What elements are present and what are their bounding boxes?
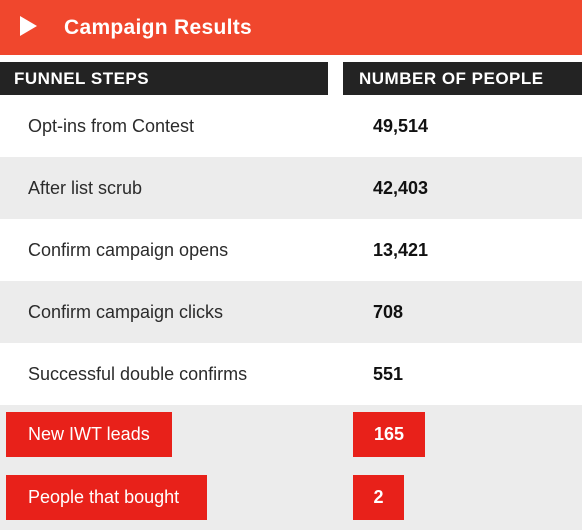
funnel-step-label: Confirm campaign opens xyxy=(28,240,229,260)
table-row: Opt-ins from Contest 49,514 xyxy=(0,95,582,157)
play-icon xyxy=(20,16,37,36)
funnel-step-label: After list scrub xyxy=(28,178,143,198)
page-title: Campaign Results xyxy=(64,16,253,39)
highlight-people-count: 2 xyxy=(353,475,404,520)
people-count: 42,403 xyxy=(373,178,429,198)
table-row: Confirm campaign opens 13,421 xyxy=(0,219,582,281)
funnel-step-label: Successful double confirms xyxy=(28,364,248,384)
column-header-number-of-people: NUMBER OF PEOPLE xyxy=(343,62,582,95)
table-row: Successful double confirms 551 xyxy=(0,343,582,405)
people-count: 49,514 xyxy=(373,116,429,136)
highlight-step-label: People that bought xyxy=(6,475,207,520)
table-row: After list scrub 42,403 xyxy=(0,157,582,219)
column-header-funnel-steps: FUNNEL STEPS xyxy=(0,62,328,95)
people-count: 551 xyxy=(373,364,404,384)
funnel-step-label: Confirm campaign clicks xyxy=(28,302,224,322)
title-bar: Campaign Results xyxy=(0,0,582,55)
table-row: Confirm campaign clicks 708 xyxy=(0,281,582,343)
people-count: 708 xyxy=(373,302,404,322)
highlight-step-label: New IWT leads xyxy=(6,412,172,457)
people-count: 13,421 xyxy=(373,240,429,260)
highlight-people-count: 165 xyxy=(353,412,425,457)
funnel-step-label: Opt-ins from Contest xyxy=(28,116,195,136)
